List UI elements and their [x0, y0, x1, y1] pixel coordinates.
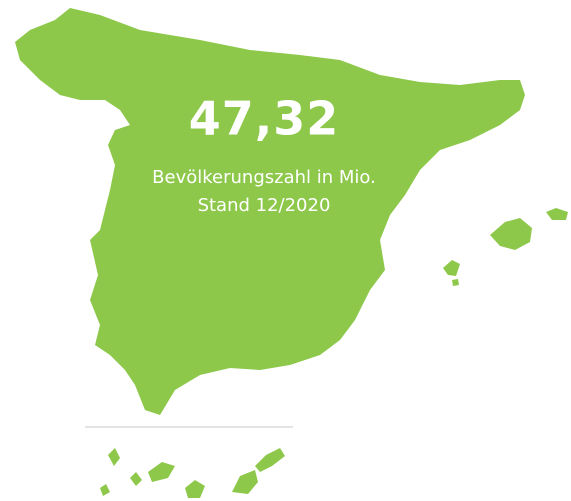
- canary-island: [185, 480, 205, 498]
- menorca: [546, 208, 568, 220]
- headline-note: Stand 12/2020: [198, 195, 331, 216]
- canary-island: [130, 472, 142, 486]
- canary-island: [108, 448, 120, 466]
- canary-island: [148, 462, 175, 482]
- canary-island: [232, 470, 258, 494]
- headline-label: Bevölkerungszahl in Mio.: [152, 167, 376, 188]
- canary-island: [100, 484, 110, 496]
- canary-island: [255, 448, 285, 472]
- mainland-spain: [15, 8, 525, 415]
- formentera: [452, 279, 459, 286]
- headline-value: 47,32: [189, 92, 340, 146]
- ibiza: [443, 260, 460, 276]
- mallorca: [490, 218, 532, 250]
